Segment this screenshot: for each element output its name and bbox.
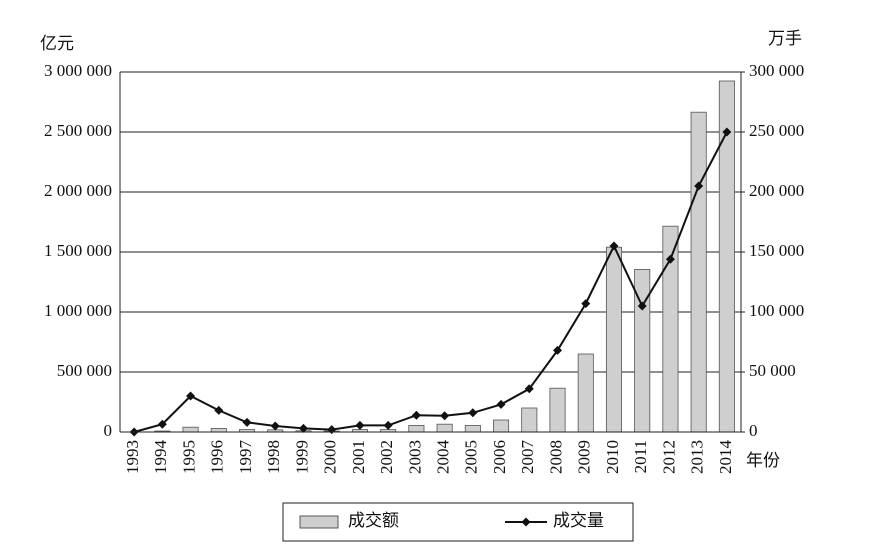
bar [577,353,594,433]
x-tick-label: 2003 [405,440,424,474]
x-tick-label: 1993 [123,440,142,474]
x-tick-label: 1995 [179,440,198,474]
marker [383,420,393,430]
bar [605,246,622,433]
line [133,131,728,433]
x-tick-label: 2002 [377,440,396,474]
marker [524,384,534,394]
y2-tick-label: 50 000 [749,361,796,380]
y-tick-label: 1 000 000 [44,301,112,320]
y-tick-label: 2 500 000 [44,121,112,140]
x-tick-label: 1994 [151,440,170,475]
marker [553,345,563,355]
x-unit: 年份 [746,451,780,470]
legend-label: 成交量 [553,511,604,530]
marker [468,408,478,418]
bar [464,424,481,433]
bar [210,427,227,433]
marker [270,421,280,431]
y2-tick-label: 300 000 [749,61,804,80]
x-tick-label: 2010 [603,440,622,474]
y-tick-label: 2 000 000 [44,181,112,200]
x-tick-label: 1999 [292,440,311,474]
x-tick-label: 1996 [208,440,227,474]
marker [298,423,308,433]
bar [690,111,707,433]
y2-tick-label: 200 000 [749,181,804,200]
x-tick-label: 2014 [716,440,735,475]
x-tick-label: 2001 [349,440,368,474]
x-tick-label: 2005 [462,440,481,474]
bar [549,387,566,433]
bar [436,423,453,433]
y2-tick-label: 150 000 [749,241,804,260]
x-tick-label: 2008 [546,440,565,474]
marker [327,425,337,435]
marker [637,301,647,311]
y-unit: 亿元 [40,34,74,53]
y2-unit: 万手 [768,29,802,48]
x-tick-label: 2011 [631,440,650,473]
marker [214,405,224,415]
marker [355,420,365,430]
bar [521,407,538,433]
legend-marker [521,517,531,527]
bar [408,424,425,433]
marker [609,241,619,251]
x-tick-label: 2006 [490,440,509,474]
x-tick-label: 2000 [321,440,340,474]
bar [493,419,510,433]
y2-tick-label: 0 [749,421,758,440]
marker [581,299,591,309]
marker [186,391,196,401]
marker [440,411,450,421]
x-tick-label: 2013 [688,440,707,474]
marker [242,417,252,427]
y-tick-label: 500 000 [57,361,112,380]
marker [157,419,167,429]
y-tick-label: 0 [104,421,113,440]
x-tick-label: 2007 [518,440,537,475]
marker [722,127,732,137]
y-tick-label: 1 500 000 [44,241,112,260]
legend-box [282,502,634,542]
y-tick-label: 3 000 000 [44,61,112,80]
marker [665,254,675,264]
marker [496,399,506,409]
bar [182,426,199,433]
x-tick-label: 1997 [236,440,255,475]
x-tick-label: 1998 [264,440,283,474]
x-tick-label: 2012 [659,440,678,474]
marker [694,181,704,191]
x-tick-label: 2009 [575,440,594,474]
legend-label: 成交额 [348,511,399,530]
marker [411,410,421,420]
y2-tick-label: 100 000 [749,301,804,320]
legend-swatch [299,515,339,529]
x-tick-label: 2004 [434,440,453,475]
y2-tick-label: 250 000 [749,121,804,140]
